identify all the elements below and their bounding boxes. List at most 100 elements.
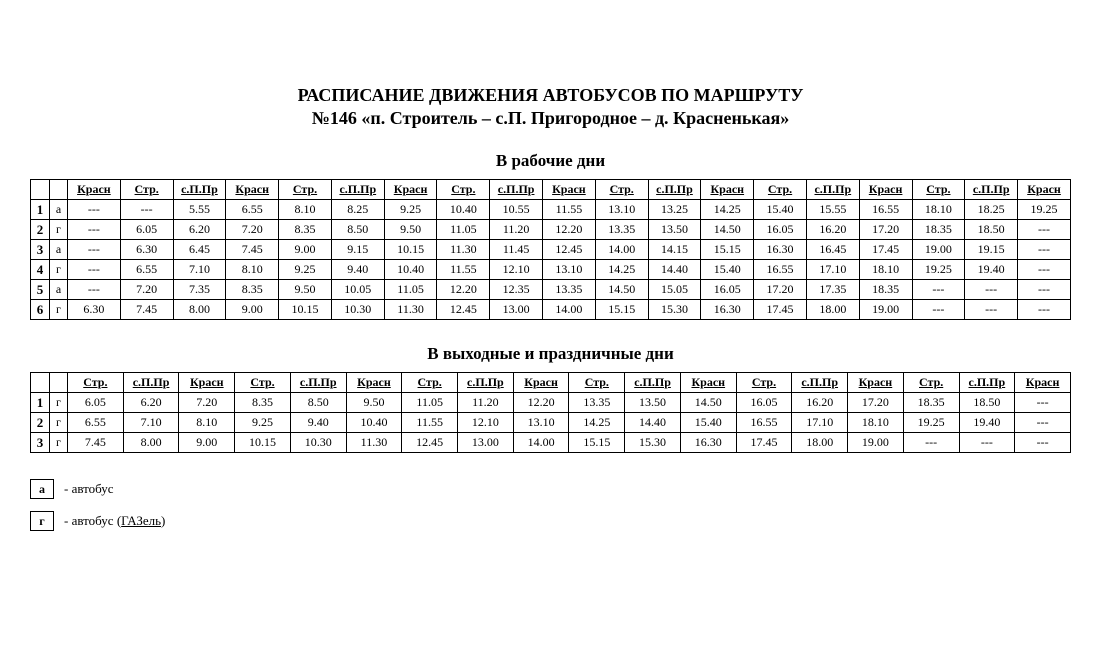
column-header: Красн xyxy=(859,180,912,200)
time-cell: 7.35 xyxy=(173,280,226,300)
time-cell: 15.15 xyxy=(569,433,625,453)
time-cell: 12.10 xyxy=(458,413,514,433)
time-cell: 17.10 xyxy=(792,413,848,433)
time-cell: 17.45 xyxy=(736,433,792,453)
time-cell: 15.30 xyxy=(625,433,681,453)
time-cell: 7.20 xyxy=(120,280,173,300)
time-cell: --- xyxy=(68,200,121,220)
time-cell: 15.55 xyxy=(806,200,859,220)
time-cell: 19.25 xyxy=(903,413,959,433)
time-cell: 16.05 xyxy=(701,280,754,300)
time-cell: --- xyxy=(903,433,959,453)
time-cell: 9.25 xyxy=(235,413,291,433)
legend-text-gazel: - автобус (ГАЗель) xyxy=(64,513,165,529)
time-cell: 18.10 xyxy=(912,200,965,220)
time-cell: --- xyxy=(965,300,1018,320)
time-cell: 14.25 xyxy=(569,413,625,433)
time-cell: 13.10 xyxy=(543,260,596,280)
time-cell: 9.25 xyxy=(384,200,437,220)
time-cell: --- xyxy=(1015,393,1071,413)
column-header: Красн xyxy=(680,373,736,393)
row-number: 1 xyxy=(31,393,50,413)
table-row: 1а------5.556.558.108.259.2510.4010.5511… xyxy=(31,200,1071,220)
time-cell: 14.00 xyxy=(513,433,569,453)
legend-row-bus: а - автобус xyxy=(30,479,1071,499)
time-cell: 12.10 xyxy=(490,260,543,280)
vehicle-type: г xyxy=(50,393,68,413)
time-cell: 11.05 xyxy=(402,393,458,413)
vehicle-type: г xyxy=(50,300,68,320)
time-cell: --- xyxy=(965,280,1018,300)
time-cell: 15.40 xyxy=(701,260,754,280)
column-header: Стр. xyxy=(903,373,959,393)
time-cell: 5.55 xyxy=(173,200,226,220)
time-cell: 13.00 xyxy=(490,300,543,320)
title-line-1: РАСПИСАНИЕ ДВИЖЕНИЯ АВТОБУСОВ ПО МАРШРУТ… xyxy=(298,85,804,105)
time-cell: 19.00 xyxy=(859,300,912,320)
time-cell: 9.00 xyxy=(279,240,332,260)
time-cell: --- xyxy=(1018,280,1071,300)
column-header: с.П.Пр xyxy=(965,180,1018,200)
column-header: Стр. xyxy=(437,180,490,200)
time-cell: 9.15 xyxy=(331,240,384,260)
title-line-2: №146 «п. Строитель – с.П. Пригородное – … xyxy=(312,108,789,128)
time-cell: 7.45 xyxy=(226,240,279,260)
time-cell: 9.00 xyxy=(179,433,235,453)
time-cell: 6.30 xyxy=(120,240,173,260)
column-header: Красн xyxy=(848,373,904,393)
column-header: Стр. xyxy=(120,180,173,200)
time-cell: 18.50 xyxy=(959,393,1015,413)
time-cell: 9.50 xyxy=(279,280,332,300)
vehicle-type: г xyxy=(50,413,68,433)
time-cell: 7.45 xyxy=(68,433,124,453)
time-cell: 14.40 xyxy=(648,260,701,280)
time-cell: 8.10 xyxy=(179,413,235,433)
time-cell: --- xyxy=(68,220,121,240)
time-cell: 18.00 xyxy=(792,433,848,453)
time-cell: 9.40 xyxy=(290,413,346,433)
time-cell: 14.25 xyxy=(701,200,754,220)
time-cell: 18.25 xyxy=(965,200,1018,220)
column-header: Красн xyxy=(346,373,402,393)
weekend-heading: В выходные и праздничные дни xyxy=(30,344,1071,364)
vehicle-type: г xyxy=(50,220,68,240)
time-cell: 8.50 xyxy=(331,220,384,240)
time-cell: 18.50 xyxy=(965,220,1018,240)
time-cell: 15.15 xyxy=(701,240,754,260)
time-cell: 10.15 xyxy=(279,300,332,320)
table-row: 2г6.557.108.109.259.4010.4011.5512.1013.… xyxy=(31,413,1071,433)
row-number: 2 xyxy=(31,220,50,240)
table-row: 4г---6.557.108.109.259.4010.4011.5512.10… xyxy=(31,260,1071,280)
column-header: Красн xyxy=(68,180,121,200)
column-header: с.П.Пр xyxy=(792,373,848,393)
time-cell: 19.25 xyxy=(912,260,965,280)
legend-row-gazel: г - автобус (ГАЗель) xyxy=(30,511,1071,531)
table-row: 5а---7.207.358.359.5010.0511.0512.2012.3… xyxy=(31,280,1071,300)
row-number: 3 xyxy=(31,433,50,453)
time-cell: 14.50 xyxy=(680,393,736,413)
row-number: 6 xyxy=(31,300,50,320)
time-cell: 18.35 xyxy=(859,280,912,300)
time-cell: 17.45 xyxy=(754,300,807,320)
time-cell: 10.40 xyxy=(437,200,490,220)
time-cell: 6.55 xyxy=(120,260,173,280)
time-cell: 19.00 xyxy=(848,433,904,453)
time-cell: --- xyxy=(959,433,1015,453)
time-cell: 15.30 xyxy=(648,300,701,320)
column-header: Красн xyxy=(701,180,754,200)
column-header: Стр. xyxy=(595,180,648,200)
time-cell: 13.10 xyxy=(513,413,569,433)
time-cell: --- xyxy=(912,300,965,320)
time-cell: 18.10 xyxy=(859,260,912,280)
time-cell: 10.40 xyxy=(384,260,437,280)
time-cell: --- xyxy=(1015,433,1071,453)
column-header: Красн xyxy=(543,180,596,200)
time-cell: 11.30 xyxy=(384,300,437,320)
time-cell: 11.30 xyxy=(437,240,490,260)
time-cell: 16.55 xyxy=(859,200,912,220)
time-cell: 13.35 xyxy=(543,280,596,300)
time-cell: 11.55 xyxy=(437,260,490,280)
time-cell: 16.30 xyxy=(680,433,736,453)
column-header: Красн xyxy=(513,373,569,393)
column-header: Стр. xyxy=(912,180,965,200)
